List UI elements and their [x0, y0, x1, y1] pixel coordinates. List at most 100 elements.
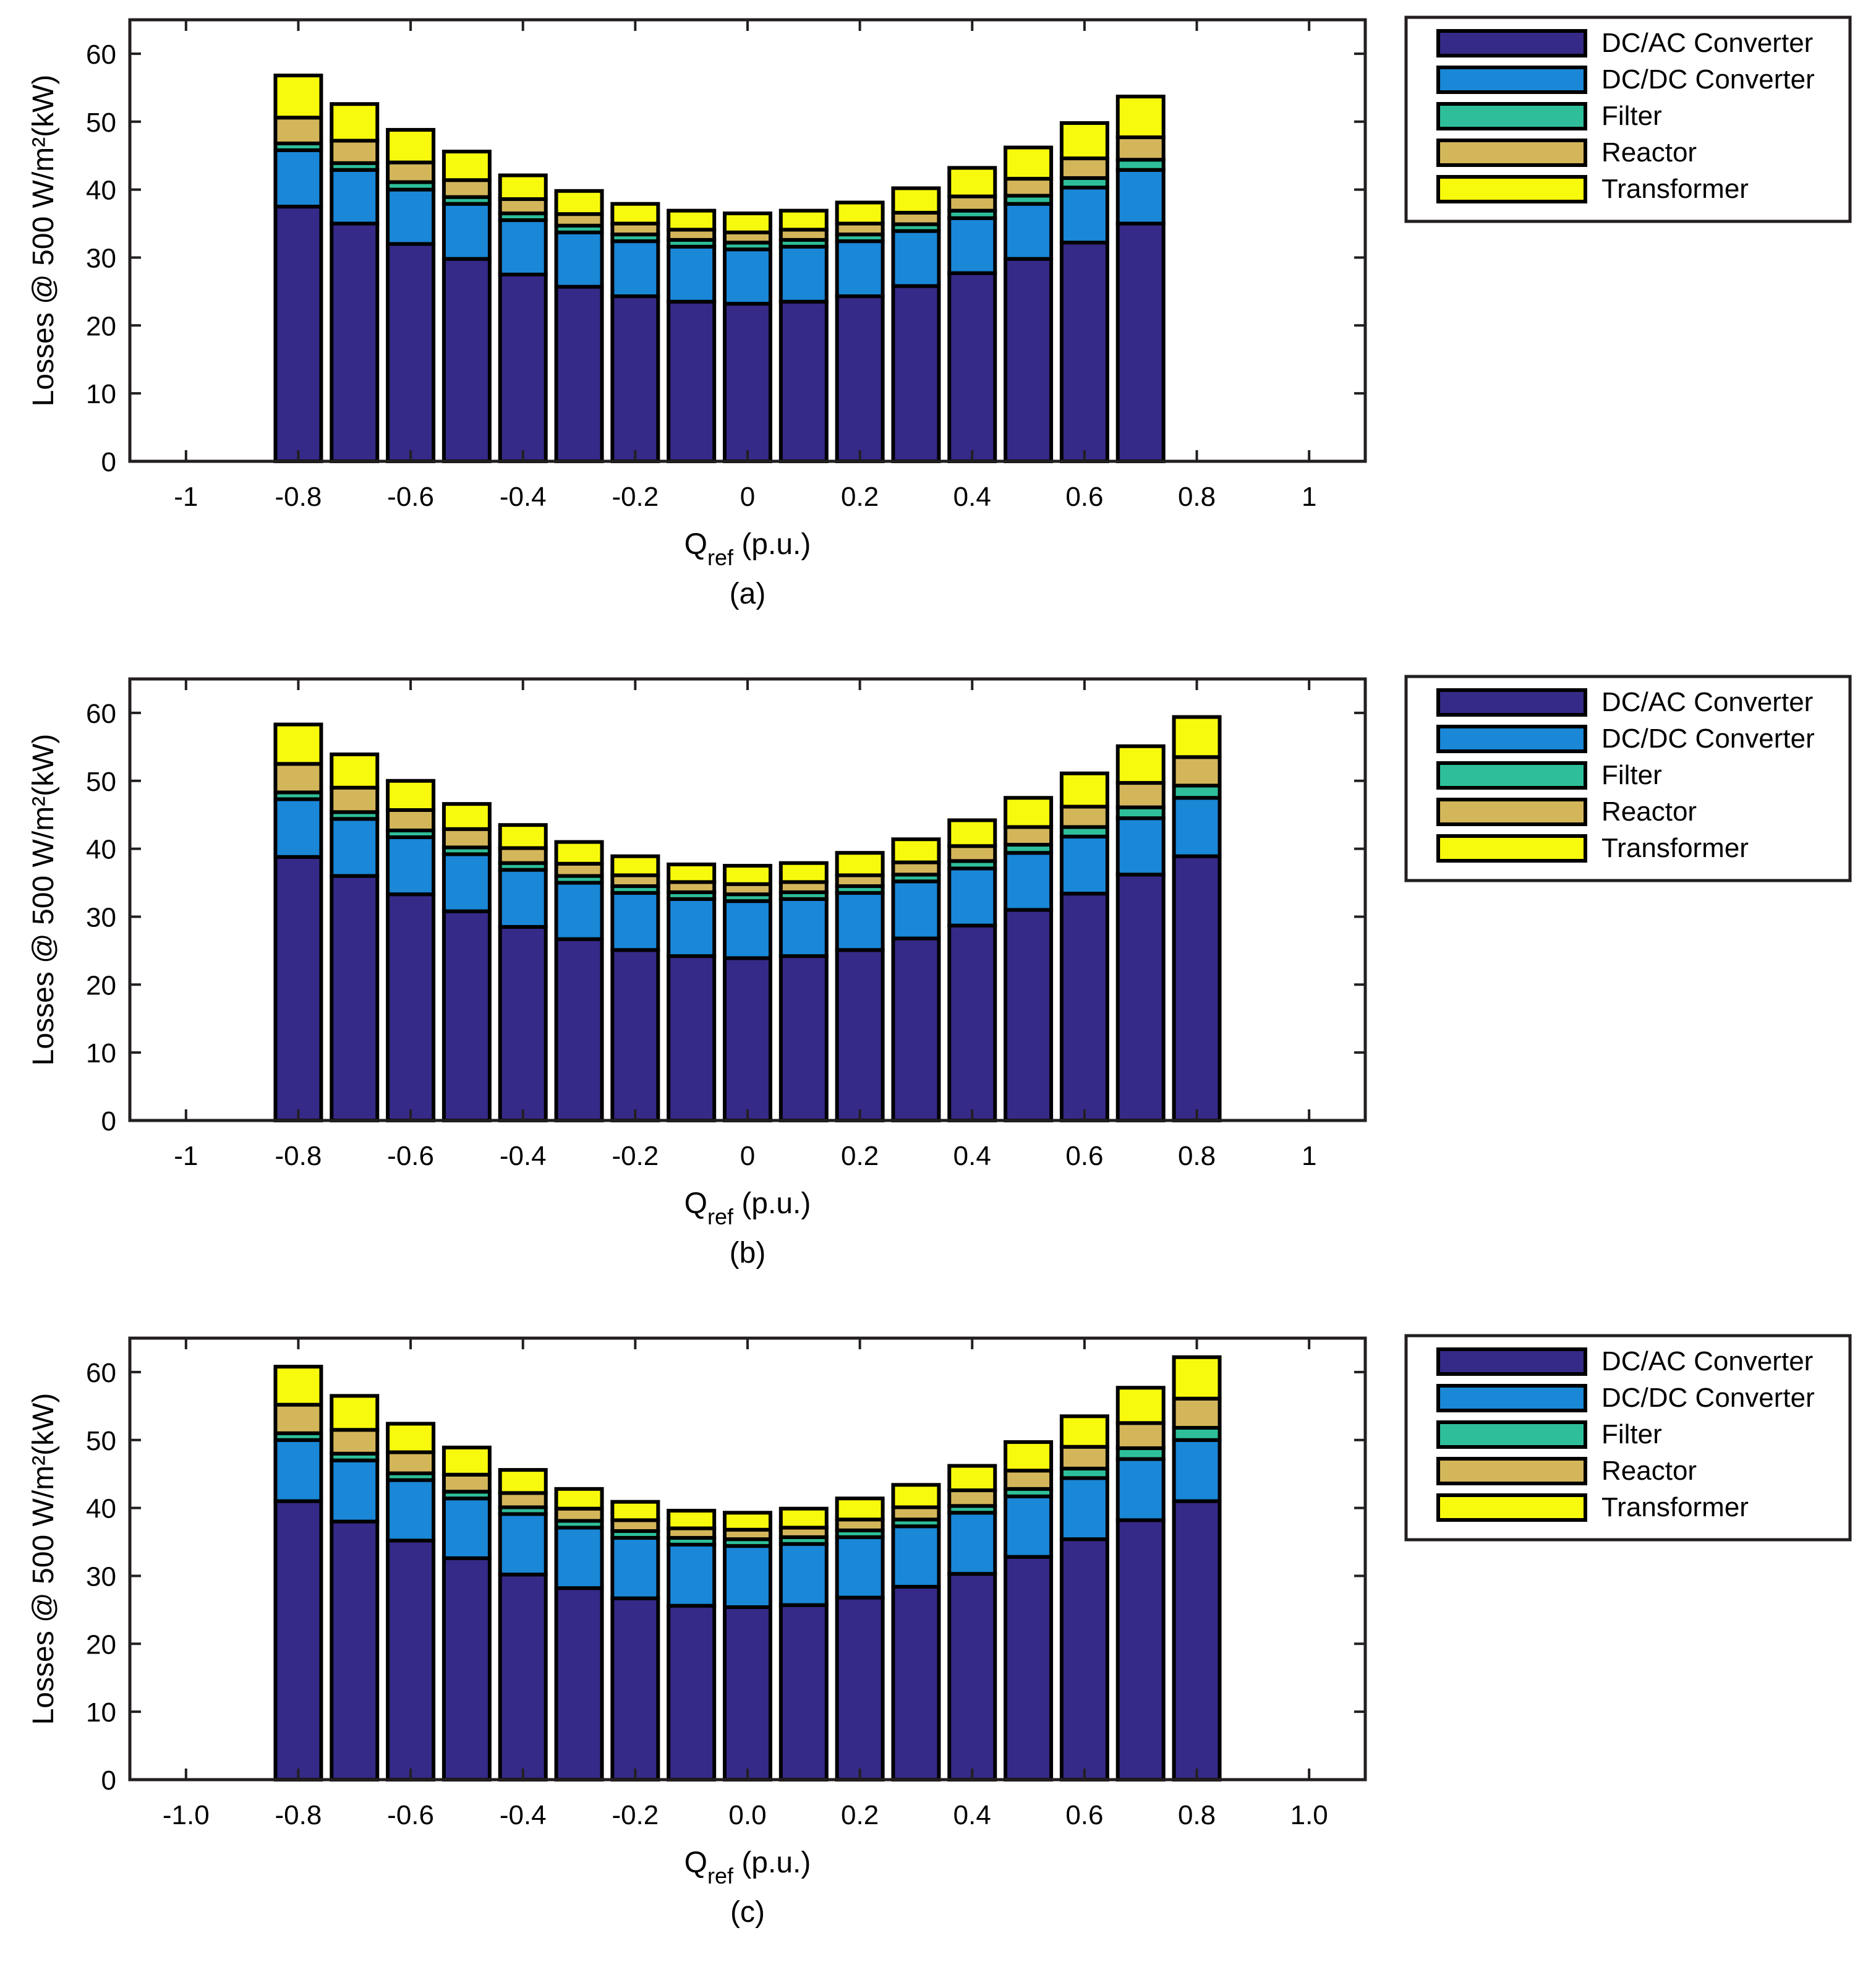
bar-segment: [1172, 1396, 1222, 1430]
legend-label: Transformer: [1601, 174, 1749, 204]
x-axis-label-units: (p.u.): [733, 1846, 811, 1879]
y-tick-label: 40: [86, 1494, 116, 1524]
x-tick-label: 0: [740, 482, 755, 512]
bar-segment: [386, 779, 436, 813]
x-tick-label: -0.8: [275, 482, 322, 512]
legend: DC/AC Converter DC/DC Converter Filter Reac…: [1404, 1334, 1852, 1542]
bar-segment: [386, 1538, 436, 1782]
bar-segment: [441, 909, 492, 1122]
chart-svg-c: -1.0 -0.8 -0.6 -0.4 -0.2 0.0 0.2 0.4 0.6 0.8 1.0 0 1…: [27, 1334, 1852, 1929]
bar-segment: [1115, 95, 1166, 140]
y-axis-label: Losses @ 500 W/m²(kW): [27, 75, 60, 407]
bar-segment: [498, 1468, 548, 1495]
x-tick-label: 0.2: [841, 482, 879, 512]
x-tick-label: 1.0: [1290, 1800, 1328, 1830]
y-tick-label: 50: [86, 1426, 116, 1456]
bar-segment: [386, 835, 436, 897]
bar-segment: [835, 851, 885, 877]
bar-segment: [386, 242, 436, 463]
legend-swatch: [1436, 688, 1587, 717]
panel-caption: (c): [730, 1896, 765, 1929]
legend-label: DC/DC Converter: [1601, 723, 1815, 754]
bar-segment: [1115, 744, 1166, 785]
bar-segment: [610, 854, 660, 877]
bar-segment: [1115, 781, 1166, 809]
chart-svg-b: -1 -0.8 -0.6 -0.4 -0.2 0 0.2 0.4 0.6 0.8 101020304…: [27, 675, 1852, 1270]
legend-label: Reactor: [1601, 796, 1697, 827]
bar-segment: [441, 150, 492, 182]
bar-segment: [778, 861, 829, 884]
x-axis-label-units: (p.u.): [733, 528, 811, 561]
bar-segment: [947, 1572, 997, 1782]
bar-segment: [947, 866, 997, 928]
legend-swatch: [1436, 1347, 1587, 1376]
legend-label: DC/AC Converter: [1601, 28, 1813, 58]
bar-segment: [667, 897, 717, 958]
bar-segment: [1059, 1444, 1109, 1470]
bar-segment: [835, 1496, 885, 1522]
bar-segment: [835, 891, 885, 952]
x-tick-label: -0.8: [275, 1800, 322, 1830]
bar-segment: [273, 722, 323, 766]
bar-segment: [835, 1535, 885, 1600]
bar-segment: [498, 218, 548, 276]
bar-segment: [1059, 121, 1109, 161]
bar-segment: [778, 208, 829, 232]
bar-segment: [947, 844, 997, 863]
bar-segment: [386, 1422, 436, 1454]
bar-segment: [330, 168, 380, 226]
legend-label: Filter: [1601, 1419, 1662, 1449]
bar-segment: [723, 956, 772, 1122]
x-tick-label: 0.4: [953, 1141, 991, 1171]
bar-segment: [1059, 804, 1109, 829]
bar-segment: [1004, 177, 1054, 198]
bar-segment: [1172, 715, 1222, 759]
bar-segment: [723, 1544, 772, 1609]
x-tick-label: 0.6: [1065, 1800, 1103, 1830]
bar-segment: [1059, 834, 1109, 896]
bar-segment: [330, 139, 380, 165]
bar-segment: [330, 1394, 380, 1432]
bar-segment: [667, 1542, 717, 1608]
y-tick-label: 20: [86, 311, 116, 341]
legend: DC/AC Converter DC/DC Converter Filter Reac…: [1404, 15, 1852, 223]
bar-segment: [273, 1438, 323, 1503]
bar-segment: [330, 817, 380, 878]
x-tick-label: -0.2: [612, 1141, 659, 1171]
x-tick-label: 0.6: [1065, 1141, 1103, 1171]
legend-swatch: [1436, 1493, 1587, 1522]
legend-swatch: [1436, 29, 1587, 58]
legend-label: DC/AC Converter: [1601, 687, 1813, 717]
bar-segment: [330, 1458, 380, 1524]
bar-segment: [723, 1605, 772, 1782]
bar-segment: [1059, 1476, 1109, 1542]
x-tick-label: -0.8: [275, 1141, 322, 1171]
x-tick-label: 1: [1302, 1141, 1316, 1171]
legend-swatch: [1436, 102, 1587, 130]
x-tick-label: 1: [1302, 482, 1316, 512]
bar-segment: [891, 1585, 941, 1782]
y-tick-label: 40: [86, 835, 116, 865]
bar-segment: [441, 178, 492, 199]
legend-swatch: [1436, 798, 1587, 826]
legend-swatch: [1436, 1457, 1587, 1485]
panel-caption: (b): [730, 1237, 766, 1270]
bar-segment: [1004, 145, 1054, 181]
bar-segment: [610, 239, 660, 299]
bar-segment: [1172, 796, 1222, 858]
bar-segment: [610, 1535, 660, 1600]
legend-swatch: [1436, 761, 1587, 790]
bar-segment: [610, 948, 660, 1122]
bar-segment: [1059, 1537, 1109, 1782]
bar-segment: [498, 272, 548, 463]
bar-segment: [835, 294, 885, 463]
bar-segment: [273, 116, 323, 145]
bar-segment: [610, 891, 660, 952]
chart-panel-b: -1 -0.8 -0.6 -0.4 -0.2 0 0.2 0.4 0.6 0.8 1 0 10 20 30 4…: [0, 659, 1876, 1321]
bar-segment: [498, 197, 548, 216]
bar-segment: [554, 937, 604, 1122]
bar-segment: [723, 1511, 772, 1532]
bar-segment: [947, 216, 997, 275]
bar-segment: [891, 936, 941, 1122]
x-tick-label: -0.2: [612, 1800, 659, 1830]
